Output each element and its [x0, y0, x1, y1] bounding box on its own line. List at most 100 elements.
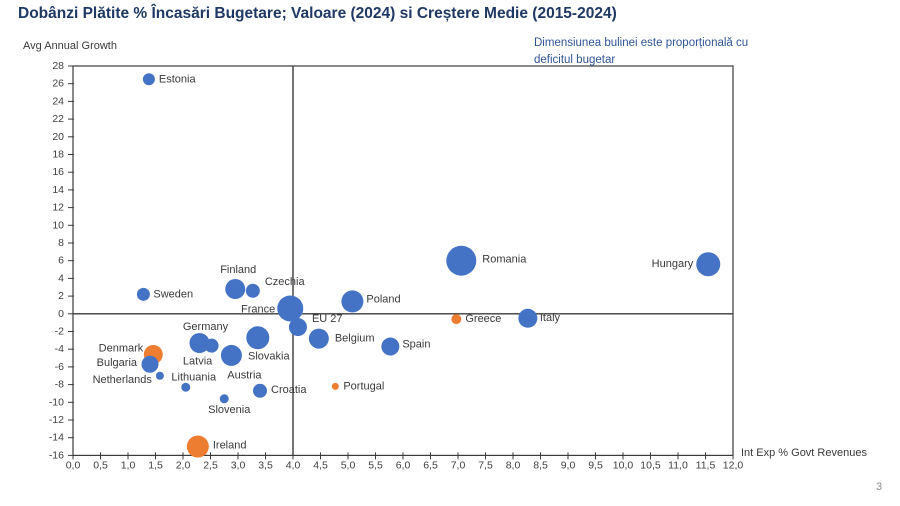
- y-tick-label: -2: [55, 326, 64, 338]
- x-tick-label: 5,0: [341, 459, 356, 471]
- label-ireland: Ireland: [213, 440, 247, 452]
- x-tick-label: 8,5: [533, 459, 548, 471]
- label-latvia: Latvia: [183, 356, 213, 368]
- bubble-germany: [189, 333, 210, 354]
- bubble-slovakia: [246, 326, 270, 350]
- label-finland: Finland: [220, 264, 256, 276]
- bubble-netherlands: [155, 371, 164, 380]
- x-tick-label: 2,0: [176, 459, 191, 471]
- label-slovenia: Slovenia: [208, 404, 251, 416]
- bubble-hungary: [696, 252, 721, 277]
- y-tick-label: 16: [52, 166, 64, 178]
- x-tick-label: 3,0: [231, 459, 246, 471]
- label-slovakia: Slovakia: [248, 351, 290, 363]
- x-tick-label: 11,0: [668, 459, 688, 471]
- bubble-greece: [451, 314, 462, 325]
- x-tick-label: 10,0: [613, 459, 634, 471]
- bubble-size-legend: Dimensiunea bulinei este proporțională c…: [534, 37, 749, 66]
- page-title: Dobânzi Plătite % Încasări Bugetare; Val…: [18, 5, 617, 22]
- bubble-france: [277, 295, 304, 322]
- x-tick-label: 1,5: [148, 459, 163, 471]
- y-tick-label: 28: [52, 60, 64, 72]
- label-poland: Poland: [366, 293, 400, 305]
- label-france: France: [241, 303, 275, 315]
- y-tick-label: -14: [49, 432, 64, 444]
- x-tick-label: 9,0: [561, 459, 576, 471]
- y-tick-label: 24: [52, 95, 64, 107]
- bubble-ireland: [186, 435, 209, 458]
- label-romania: Romania: [482, 254, 527, 266]
- bubble-portugal: [331, 382, 339, 390]
- bubble-czechia: [245, 283, 260, 298]
- x-tick-label: 2,5: [203, 459, 218, 471]
- label-germany: Germany: [183, 321, 229, 333]
- x-tick-label: 7,5: [478, 459, 493, 471]
- x-tick-label: 6,5: [423, 459, 438, 471]
- bubble-eu-27: [288, 318, 307, 337]
- label-sweden: Sweden: [153, 288, 193, 300]
- x-tick-label: 7,0: [451, 459, 466, 471]
- label-denmark: Denmark: [99, 343, 144, 355]
- label-bulgaria: Bulgaria: [97, 357, 138, 369]
- label-italy: Italy: [540, 312, 561, 324]
- plot-border: [72, 65, 734, 456]
- label-spain: Spain: [402, 339, 430, 351]
- page-number: 3: [876, 481, 883, 493]
- bubble-estonia: [142, 73, 155, 86]
- y-tick-label: -6: [55, 361, 64, 373]
- label-austria: Austria: [227, 369, 262, 381]
- bubble-slovenia: [219, 394, 229, 404]
- y-tick-label: 8: [58, 237, 64, 249]
- bubble-italy: [518, 308, 538, 328]
- bubble-croatia: [253, 383, 267, 398]
- y-tick-label: -10: [49, 396, 64, 408]
- y-axis-label: Avg Annual Growth: [23, 40, 117, 52]
- label-belgium: Belgium: [335, 333, 375, 345]
- x-tick-label: 10,5: [640, 459, 661, 471]
- label-lithuania: Lithuania: [171, 371, 217, 383]
- label-greece: Greece: [465, 313, 501, 325]
- x-tick-label: 8,0: [506, 459, 521, 471]
- x-tick-label: 3,5: [258, 459, 273, 471]
- x-tick-label: 12,0: [723, 459, 744, 471]
- x-tick-label: 1,0: [121, 459, 136, 471]
- bubble-spain: [381, 337, 400, 356]
- label-portugal: Portugal: [343, 380, 384, 392]
- x-tick-label: 11,5: [696, 459, 716, 471]
- y-tick-label: 18: [52, 149, 64, 161]
- y-tick-label: 26: [52, 78, 64, 90]
- y-tick-label: 4: [58, 272, 64, 284]
- y-tick-label: -4: [55, 343, 64, 355]
- x-tick-label: 4,0: [286, 459, 301, 471]
- bubble-finland: [225, 279, 246, 300]
- y-tick-label: 2: [58, 290, 64, 302]
- y-tick-label: -8: [55, 379, 64, 391]
- label-hungary: Hungary: [652, 258, 694, 270]
- y-tick-label: 20: [52, 131, 64, 143]
- x-tick-label: 0,0: [66, 459, 81, 471]
- x-tick-label: 4,5: [313, 459, 328, 471]
- label-eu-27: EU 27: [312, 313, 343, 325]
- y-tick-label: 12: [52, 202, 64, 214]
- y-tick-label: 14: [52, 184, 64, 196]
- label-croatia: Croatia: [271, 384, 307, 396]
- label-netherlands: Netherlands: [93, 374, 153, 386]
- y-tick-label: -12: [49, 414, 64, 426]
- bubble-lithuania: [181, 382, 191, 392]
- x-tick-label: 0,5: [93, 459, 108, 471]
- bubble-poland: [341, 290, 364, 313]
- bubble-latvia: [204, 338, 219, 353]
- x-tick-label: 6,0: [396, 459, 411, 471]
- y-tick-label: 6: [58, 255, 64, 267]
- y-tick-label: -16: [49, 449, 64, 461]
- label-estonia: Estonia: [159, 73, 197, 85]
- x-tick-label: 5,5: [368, 459, 383, 471]
- y-tick-label: 10: [52, 219, 64, 231]
- bubble-romania: [446, 245, 477, 276]
- y-tick-label: 22: [52, 113, 64, 125]
- y-tick-label: 0: [58, 308, 64, 320]
- bubble-austria: [220, 344, 242, 366]
- x-axis-label: Int Exp % Govt Revenues: [741, 447, 867, 459]
